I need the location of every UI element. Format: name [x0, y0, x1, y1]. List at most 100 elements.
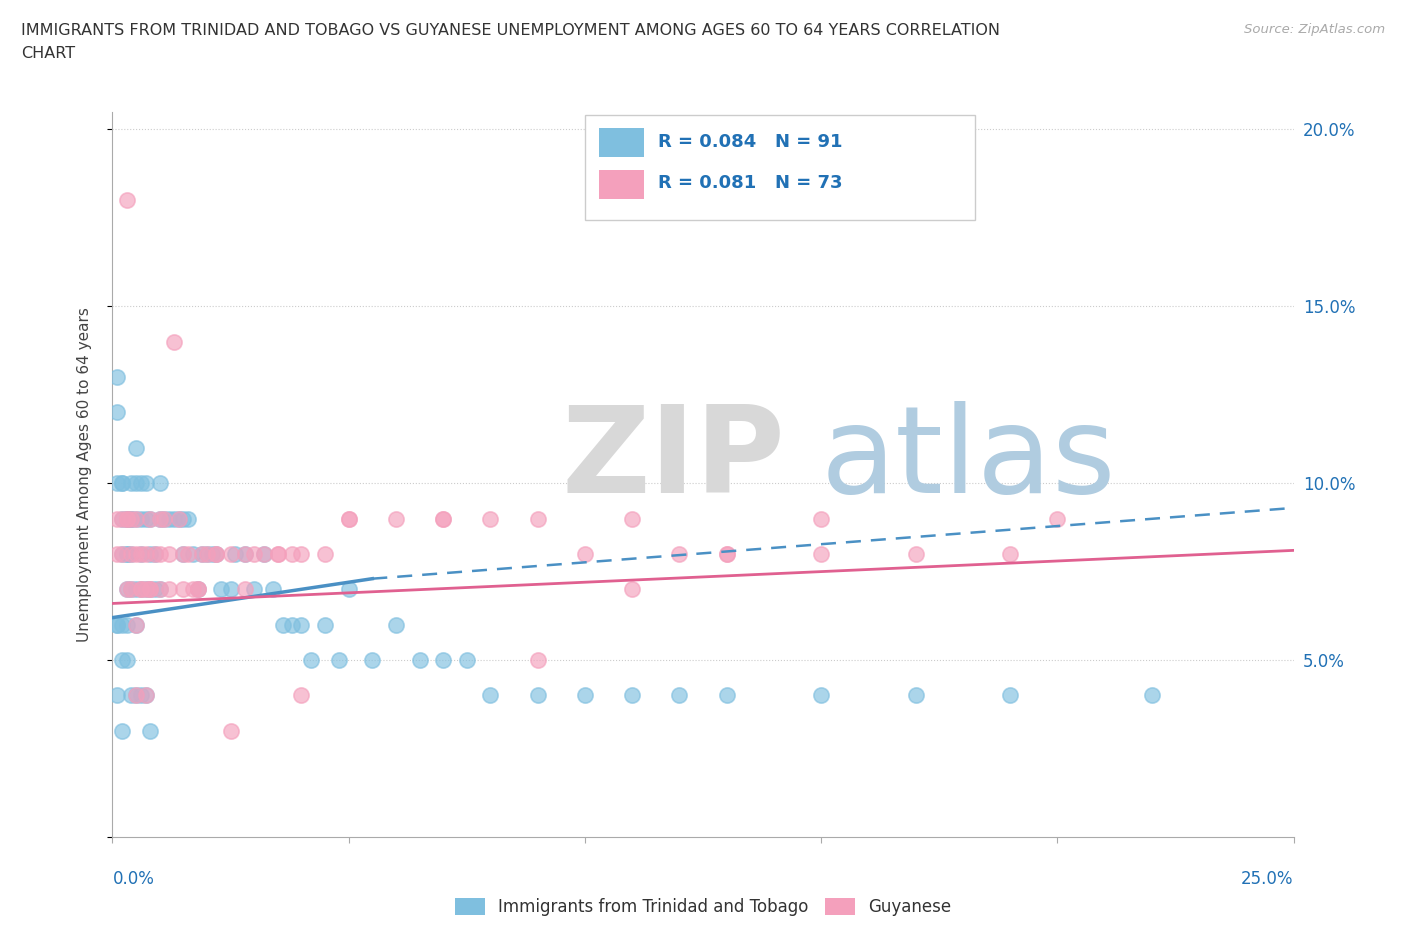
Point [385, 618, 408, 632]
Point [904, 688, 927, 703]
Point [111, 476, 134, 491]
Text: atlas: atlas [821, 401, 1116, 518]
Point [385, 512, 408, 526]
Point [163, 512, 186, 526]
Point [105, 547, 128, 562]
Point [219, 724, 242, 738]
Point [1046, 512, 1069, 526]
Point [120, 582, 142, 597]
Point [125, 512, 148, 526]
Point [810, 688, 832, 703]
Point [201, 547, 224, 562]
Point [205, 547, 228, 562]
Point [337, 512, 360, 526]
Point [526, 512, 548, 526]
Point [139, 582, 162, 597]
Point [290, 618, 312, 632]
Point [129, 688, 152, 703]
Point [111, 618, 134, 632]
Point [115, 547, 138, 562]
Point [120, 512, 142, 526]
Point [115, 653, 138, 668]
Point [290, 688, 312, 703]
Point [120, 476, 142, 491]
Point [125, 618, 148, 632]
Text: ZIP: ZIP [561, 401, 785, 518]
Point [120, 547, 142, 562]
Point [125, 688, 148, 703]
Point [479, 512, 502, 526]
Point [105, 476, 128, 491]
Point [115, 512, 138, 526]
Point [129, 582, 152, 597]
Point [328, 653, 350, 668]
Point [716, 547, 738, 562]
Point [139, 724, 162, 738]
Point [233, 547, 256, 562]
Point [810, 547, 832, 562]
Point [129, 547, 152, 562]
Point [574, 547, 596, 562]
Point [281, 547, 304, 562]
Point [115, 512, 138, 526]
Point [209, 582, 232, 597]
Point [111, 547, 134, 562]
Point [120, 512, 142, 526]
Point [153, 512, 176, 526]
Text: Source: ZipAtlas.com: Source: ZipAtlas.com [1244, 23, 1385, 36]
Point [139, 512, 162, 526]
Point [479, 688, 502, 703]
Point [111, 476, 134, 491]
Point [253, 547, 276, 562]
Point [205, 547, 228, 562]
Point [135, 547, 157, 562]
Point [668, 688, 690, 703]
Point [157, 512, 180, 526]
Point [904, 547, 927, 562]
Point [135, 688, 157, 703]
Point [267, 547, 290, 562]
Point [139, 582, 162, 597]
Point [105, 369, 128, 384]
Point [361, 653, 384, 668]
Point [205, 547, 228, 562]
Point [191, 547, 214, 562]
Point [143, 547, 166, 562]
Point [115, 547, 138, 562]
Point [157, 582, 180, 597]
Point [314, 547, 336, 562]
Text: CHART: CHART [21, 46, 75, 61]
Point [149, 582, 172, 597]
Text: 0.0%: 0.0% [112, 870, 155, 887]
Point [163, 334, 186, 349]
FancyBboxPatch shape [585, 115, 974, 220]
Point [621, 582, 644, 597]
Point [139, 512, 162, 526]
Point [139, 547, 162, 562]
Point [105, 405, 128, 419]
Point [574, 688, 596, 703]
Point [432, 512, 454, 526]
Point [120, 582, 142, 597]
FancyBboxPatch shape [599, 128, 644, 157]
Point [716, 688, 738, 703]
Point [135, 582, 157, 597]
Point [111, 512, 134, 526]
Point [432, 512, 454, 526]
Point [149, 582, 172, 597]
Point [149, 547, 172, 562]
Point [219, 547, 242, 562]
Point [290, 547, 312, 562]
Point [172, 512, 194, 526]
Point [253, 547, 276, 562]
Point [105, 618, 128, 632]
Point [115, 582, 138, 597]
Legend: Immigrants from Trinidad and Tobago, Guyanese: Immigrants from Trinidad and Tobago, Guy… [449, 892, 957, 923]
Point [129, 512, 152, 526]
Point [177, 512, 200, 526]
Point [111, 653, 134, 668]
Point [337, 512, 360, 526]
Point [111, 547, 134, 562]
FancyBboxPatch shape [599, 169, 644, 199]
Point [111, 724, 134, 738]
